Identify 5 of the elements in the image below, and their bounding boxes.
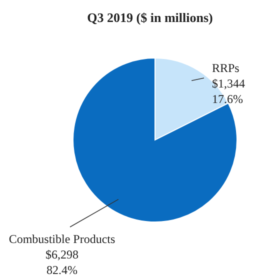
data-label: $6,298 82.4% xyxy=(46,248,78,277)
slice-label: Combustible Products xyxy=(8,232,116,246)
slice-label: RRPs xyxy=(212,61,240,75)
data-label: $1,344 17.6% xyxy=(212,76,245,106)
chart-title: Q3 2019 ($ in millions) xyxy=(87,10,213,25)
